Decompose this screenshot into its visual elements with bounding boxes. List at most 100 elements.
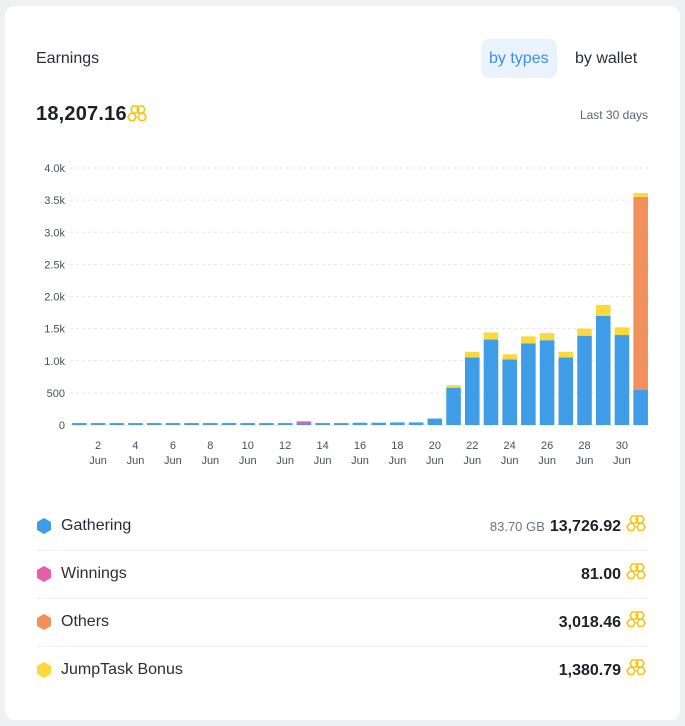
x-tick-day: 14 [316,440,328,452]
honeycomb-icon [626,611,648,634]
tab-by-wallet[interactable]: by wallet [575,50,638,67]
y-tick-label: 2.5k [44,259,65,271]
x-tick-day: 18 [391,440,403,452]
bar-jumptask-bonus [464,351,480,358]
bar-gathering [390,422,405,425]
bar-gathering [221,423,237,425]
y-tick-label: 3.0k [44,227,65,239]
x-tick-day: 10 [242,440,254,452]
legend-value: 13,726.92 [549,517,621,535]
y-tick-label: 1.0k [44,356,65,368]
bar-gathering [315,423,330,425]
bar-gathering [259,423,274,425]
hexagon-icon [36,613,52,636]
bar-gathering [240,423,256,425]
bar-gathering [165,423,181,425]
x-tick-day: 6 [170,440,176,452]
bar-gathering [464,357,480,425]
bar-gathering [146,423,162,425]
bar-jumptask-bonus [521,336,536,344]
honeycomb-icon [127,105,149,128]
legend: Gathering 83.70 GB 13,726.92 Winnings 81… [36,503,648,694]
bar-gathering [128,423,143,425]
bar-others [296,421,312,422]
legend-label: JumpTask Bonus [61,661,183,678]
legend-label: Others [61,613,110,630]
x-tick-month: Jun [463,455,481,467]
bar-jumptask-bonus [446,385,461,388]
legend-label: Winnings [61,565,127,582]
bar-others [633,196,648,390]
bar-gathering [595,315,611,425]
bar-gathering [577,335,592,425]
x-tick-month: Jun [239,455,257,467]
bar-jumptask-bonus [614,327,630,336]
bar-gathering [333,423,349,425]
bar-gathering [184,423,199,425]
x-tick-month: Jun [164,455,182,467]
period-label: Last 30 days [579,108,648,122]
legend-value: 3,018.46 [558,613,621,631]
bar-gathering [371,422,387,425]
bar-gathering [277,423,293,425]
bar-gathering [427,418,443,425]
y-tick-label: 2.0k [44,292,65,304]
x-tick-day: 28 [578,440,590,452]
x-tick-day: 26 [541,440,553,452]
hexagon-icon [36,565,52,588]
bar-gathering [558,357,574,425]
legend-row-others: Others 3,018.46 [36,599,648,647]
legend-label: Gathering [61,517,132,534]
hexagon-icon [36,517,52,540]
x-tick-month: Jun [127,455,145,467]
bar-winnings [296,421,312,424]
total-earnings: 18,207.16 [36,103,127,125]
bar-gathering [296,423,312,425]
x-tick-month: Jun [201,455,219,467]
bar-gathering [352,422,368,425]
bar-gathering [539,340,555,425]
y-tick-label: 4.0k [44,163,65,175]
bar-jumptask-bonus [539,333,555,341]
bar-jumptask-bonus [502,354,517,360]
x-tick-day: 2 [95,440,101,452]
x-tick-month: Jun [576,455,594,467]
x-tick-month: Jun [501,455,519,467]
legend-row-winnings: Winnings 81.00 [36,551,648,599]
honeycomb-icon [626,659,648,682]
legend-row-gathering: Gathering 83.70 GB 13,726.92 [36,503,648,551]
x-tick-month: Jun [276,455,294,467]
x-tick-day: 4 [132,440,138,452]
y-tick-label: 0 [59,420,65,432]
legend-value: 81.00 [580,565,621,583]
x-tick-month: Jun [89,455,107,467]
tab-by-types[interactable]: by types [481,39,557,78]
x-tick-day: 12 [279,440,291,452]
card-title: Earnings [36,50,100,67]
bar-gathering [109,423,125,425]
x-tick-day: 24 [504,440,516,452]
bar-gathering [408,422,424,425]
y-tick-label: 1.5k [44,324,65,336]
x-tick-day: 8 [207,440,213,452]
bar-gathering [633,389,648,425]
x-tick-month: Jun [538,455,556,467]
bar-gathering [483,339,499,425]
x-tick-month: Jun [389,455,407,467]
y-tick-label: 500 [47,388,65,400]
legend-value: 1,380.79 [558,661,621,679]
bar-gathering [90,423,106,425]
x-tick-day: 30 [616,440,628,452]
x-tick-day: 16 [354,440,366,452]
earnings-bar-chart: 0 500 1.0k 1.5k 2.0k 2.5k 3.0k 3.5k 4.0k 2 Jun 4 Jun… [44,163,650,467]
earnings-card: Earnings by types by wallet 18,207.16 La… [5,6,680,720]
x-tick-month: Jun [351,455,369,467]
bar-gathering [72,423,87,425]
hexagon-icon [36,661,52,684]
x-tick-month: Jun [426,455,444,467]
bar-gathering [446,387,461,425]
x-tick-day: 20 [429,440,441,452]
bar-gathering [614,335,630,425]
bar-jumptask-bonus [558,351,574,358]
bar-gathering [502,359,517,425]
